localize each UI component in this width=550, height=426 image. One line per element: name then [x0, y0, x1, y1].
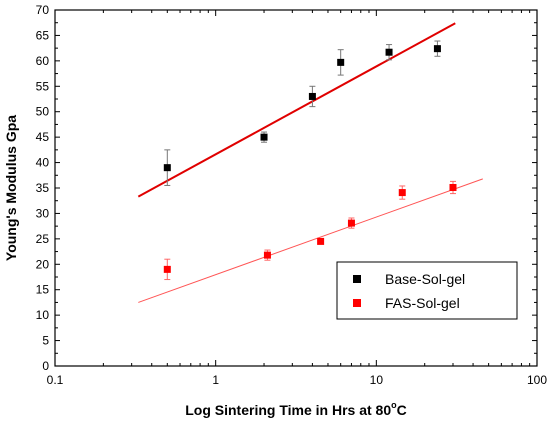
y-tick-label: 45	[36, 130, 50, 144]
legend-label-base: Base-Sol-gel	[385, 271, 465, 287]
y-axis-title: Young's Modulus Gpa	[3, 115, 19, 261]
y-tick-label: 25	[36, 232, 50, 246]
x-axis-title: Log Sintering Time in Hrs at 80oC	[185, 400, 407, 418]
data-point-base	[163, 164, 171, 172]
data-point-base	[308, 92, 316, 100]
legend-box	[336, 261, 518, 320]
legend-label-fas: FAS-Sol-gel	[385, 295, 460, 311]
data-point-fas	[163, 265, 171, 273]
y-tick-label: 10	[36, 308, 50, 322]
data-point-fas	[347, 219, 355, 227]
x-tick-label: 100	[527, 373, 547, 387]
legend-marker-base	[353, 275, 361, 283]
data-point-fas	[449, 183, 457, 191]
fit-line-base	[137, 22, 456, 198]
y-tick-label: 40	[36, 156, 50, 170]
data-point-base	[385, 48, 393, 56]
y-tick-label: 5	[42, 334, 49, 348]
y-tick-label: 0	[42, 359, 49, 373]
fit-line-fas	[138, 178, 483, 303]
x-axis-title-degree: o	[391, 400, 397, 410]
x-tick-label: 10	[370, 373, 384, 387]
y-tick-label: 55	[36, 79, 50, 93]
chart-marks	[137, 22, 483, 303]
y-tick-label: 35	[36, 181, 50, 195]
data-point-fas	[317, 237, 325, 245]
data-point-fas	[263, 251, 271, 259]
legend-marker-fas	[353, 299, 361, 307]
legend: Base-Sol-gel FAS-Sol-gel	[336, 261, 518, 320]
y-tick-label: 30	[36, 206, 50, 220]
x-tick-label: 0.1	[47, 373, 64, 387]
axes: 0 5 10 15 20 25 30 35 40 45 50 55 60 65 70 0.1 1 10 100	[36, 3, 548, 387]
y-tick-label: 15	[36, 283, 50, 297]
y-tick-label: 60	[36, 54, 50, 68]
x-axis-title-main: Log Sintering Time in Hrs at 80	[185, 402, 391, 418]
y-tick-label: 65	[36, 28, 50, 42]
data-point-base	[337, 58, 345, 66]
y-tick-label: 70	[36, 3, 50, 17]
data-point-base	[260, 133, 268, 141]
y-tick-label: 50	[36, 105, 50, 119]
data-point-fas	[398, 189, 406, 197]
x-axis-title-unit: C	[397, 402, 407, 418]
y-tick-label: 20	[36, 257, 50, 271]
data-point-base	[433, 45, 441, 53]
x-tick-label: 1	[212, 373, 219, 387]
